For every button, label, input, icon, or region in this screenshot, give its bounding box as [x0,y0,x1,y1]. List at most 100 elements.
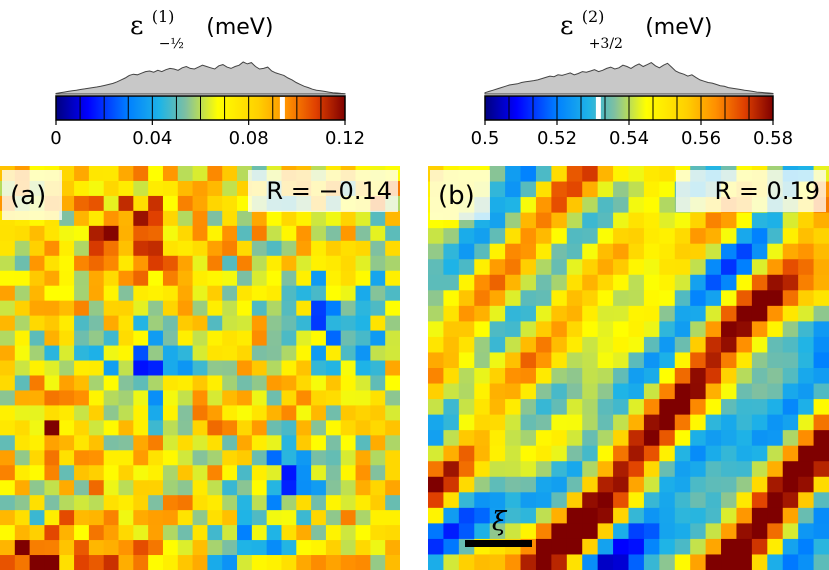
heatmap-cell [29,300,46,317]
heatmap-cell [643,212,660,229]
heatmap-cell [782,368,799,385]
heatmap-cell [148,540,164,556]
heatmap-cell [192,360,208,377]
heatmap-cell [659,430,676,447]
heatmap-cell [325,345,342,362]
heatmap-cell [281,330,297,347]
heatmap-cell [237,495,253,511]
heatmap-cell [74,450,90,466]
heatmap-cell [266,435,283,451]
heatmap-cell [74,166,90,182]
heatmap-cell [751,538,768,556]
heatmap-cell [133,465,149,481]
heatmap-cell [458,492,475,509]
heatmap-cell [551,166,568,183]
heatmap-cell [103,375,120,392]
heatmap-cell [162,420,179,436]
heatmap-cell [385,300,400,317]
heatmap-cell [311,330,327,347]
heatmap-cell [582,492,599,509]
heatmap-cell [613,274,630,291]
heatmap-cell [566,181,583,198]
heatmap-cell [88,255,105,272]
heatmap-cell [162,390,179,406]
heatmap-cell [736,243,753,260]
heatmap-cell [551,243,568,260]
heatmap-cell [443,259,460,276]
heatmap-cell [535,352,552,369]
heatmap-cell [643,368,660,385]
heatmap-cell [133,255,149,272]
heatmap-cell [613,305,630,322]
heatmap-cell [705,414,722,431]
heatmap-cell [207,180,223,197]
heatmap-cell [251,435,268,451]
heatmap-cell [266,225,283,242]
heatmap-cell [643,228,660,245]
heatmap-cell [813,228,829,245]
heatmap-cell [505,476,522,493]
heatmap-cell [474,274,491,291]
heatmap-cell [751,352,768,369]
heatmap-cell [59,495,75,511]
heatmap-cell [207,360,223,377]
heatmap-cell [355,510,371,526]
heatmap-cell [721,538,738,556]
heatmap-cell [133,330,149,347]
heatmap-cell [813,212,829,229]
heatmap-cell [14,450,31,466]
heatmap-cell [177,510,194,526]
heatmap-cell [505,523,522,540]
heatmap-cell [222,525,238,541]
heatmap-cell [582,554,599,570]
heatmap-cell [443,368,460,385]
heatmap-cell [736,368,753,385]
heatmap-cell [566,507,583,524]
heatmap-cell [813,290,829,307]
heatmap-cell [44,285,60,302]
heatmap-cell [520,259,537,276]
colorbar-group-b: ε (2) +3/2 (meV) 0.5 0.52 0.54 0.56 0.58 [471,7,793,149]
heatmap-cell [474,507,491,524]
heatmap-cell [751,476,768,493]
heatmap-cell [582,197,599,214]
heatmap-cell [133,540,149,556]
heatmap-cell [251,465,268,481]
heatmap-cell [443,228,460,245]
heatmap-cell [118,555,134,570]
heatmap-cell [597,461,614,478]
heatmap-cell [88,525,105,541]
heatmap-cell [222,225,238,242]
heatmap-cell [535,554,552,570]
heatmap-cell [643,554,660,570]
heatmap-cell [782,399,799,416]
heatmap-cell [597,554,614,570]
heatmap-cell [535,383,552,400]
heatmap-cell [613,243,630,260]
heatmap-cell [340,210,357,227]
heatmap-cell [207,465,223,481]
heatmap-cell [597,399,614,416]
heatmap-cell [222,210,238,227]
heatmap-cell [535,243,552,260]
heatmap-cell [813,476,829,493]
colorbar-group-a: ε (1) −½ (meV) 0 0.04 0.08 0.12 [50,7,365,149]
heatmap-cell [29,270,46,287]
heatmap-cell [148,240,164,257]
heatmap-cell [520,461,537,478]
heatmap-cell [162,255,179,272]
heatmap-cell [162,285,179,302]
heatmap-cell [613,554,630,570]
heatmap-cell [597,181,614,198]
heatmap-cell [88,195,105,212]
heatmap-cell [659,305,676,322]
heatmap-cell [370,315,386,332]
heatmap-cell [148,555,164,570]
heatmap-cell [222,540,238,556]
heatmap-cell [782,461,799,478]
heatmap-cell [428,476,445,493]
heatmap-cell [385,420,400,436]
heatmap-cell [355,420,371,436]
heatmap-cell [566,336,583,354]
heatmap-cell [311,450,327,466]
